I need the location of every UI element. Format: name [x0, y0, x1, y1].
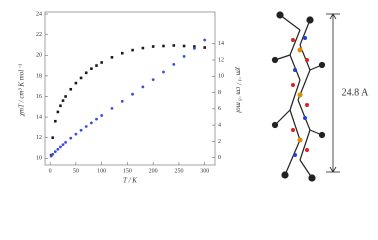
point [95, 117, 98, 121]
y-tick-label: 24 [36, 11, 42, 17]
x-tick-label: 100 [97, 168, 106, 174]
x-tick-label: 150 [123, 168, 132, 174]
point [84, 125, 88, 128]
y2-axis-label: χm⁻¹ / cm⁻³ mol [234, 66, 242, 113]
point [79, 128, 83, 132]
point [172, 63, 176, 66]
point [120, 51, 124, 55]
point [110, 56, 114, 59]
y-tick-label: 18 [36, 73, 42, 79]
point [56, 147, 60, 151]
point [64, 140, 68, 144]
point [131, 92, 134, 96]
point [162, 44, 165, 48]
figure: χmT / cm³ K mol⁻¹ χm⁻¹ / cm⁻³ mol T / K … [17, 11, 374, 185]
y-tick-label: 22 [36, 32, 42, 38]
label-bg [336, 86, 374, 100]
point [192, 46, 196, 50]
point [74, 81, 78, 85]
point [131, 48, 134, 52]
point [110, 106, 114, 110]
point [59, 104, 62, 108]
y-tick-label: 16 [36, 94, 42, 100]
y-tick-label: 14 [36, 114, 42, 120]
dimension-label: 24.8 A [342, 87, 369, 98]
dimension-arrow [326, 13, 340, 173]
point [100, 114, 104, 117]
y-tick-label: 12 [36, 135, 42, 141]
y2-tick-label: 8 [218, 90, 221, 96]
point [151, 78, 155, 82]
point [84, 71, 88, 75]
point [95, 64, 98, 67]
point [182, 44, 186, 48]
point [61, 143, 65, 147]
point [54, 119, 57, 123]
point [89, 121, 93, 125]
point [69, 136, 73, 140]
y2-tick-label: 2 [218, 139, 221, 145]
point [193, 45, 196, 48]
x-tick-label: 50 [73, 168, 79, 174]
point [69, 87, 73, 91]
y2-tick-label: 10 [218, 74, 224, 80]
point [172, 44, 176, 47]
point [162, 70, 165, 74]
y2-tick-label: 4 [218, 122, 221, 128]
molecule [271, 11, 326, 182]
y-tick-label: 20 [36, 53, 42, 59]
point [51, 152, 55, 156]
y2-tick-label: 6 [218, 106, 221, 112]
x-tick-label: 0 [49, 168, 52, 174]
point [100, 61, 103, 64]
y2-tick-label: 14 [218, 41, 224, 47]
x-axis-label: T / K [123, 177, 137, 185]
point [53, 150, 57, 154]
point [79, 76, 83, 80]
x-tick-label: 250 [174, 168, 183, 174]
point [61, 99, 65, 102]
point [74, 132, 78, 136]
point [203, 46, 206, 49]
x-tick-label: 200 [149, 168, 158, 174]
plot-frame [44, 11, 216, 166]
y2-tick-label: 12 [218, 57, 224, 63]
point [59, 145, 62, 149]
point [64, 95, 67, 98]
point [141, 46, 145, 50]
y-tick-label: 10 [36, 156, 42, 162]
point [51, 136, 55, 139]
point [141, 85, 145, 89]
point [151, 45, 155, 48]
y2-tick-label: 0 [218, 155, 221, 161]
point [49, 154, 53, 158]
point [56, 110, 60, 114]
x-tick-label: 300 [200, 168, 209, 174]
point [203, 38, 207, 42]
point [120, 99, 124, 103]
y-axis-label: χmT / cm³ K mol⁻¹ [18, 64, 26, 117]
point [182, 55, 186, 58]
point [90, 67, 93, 70]
